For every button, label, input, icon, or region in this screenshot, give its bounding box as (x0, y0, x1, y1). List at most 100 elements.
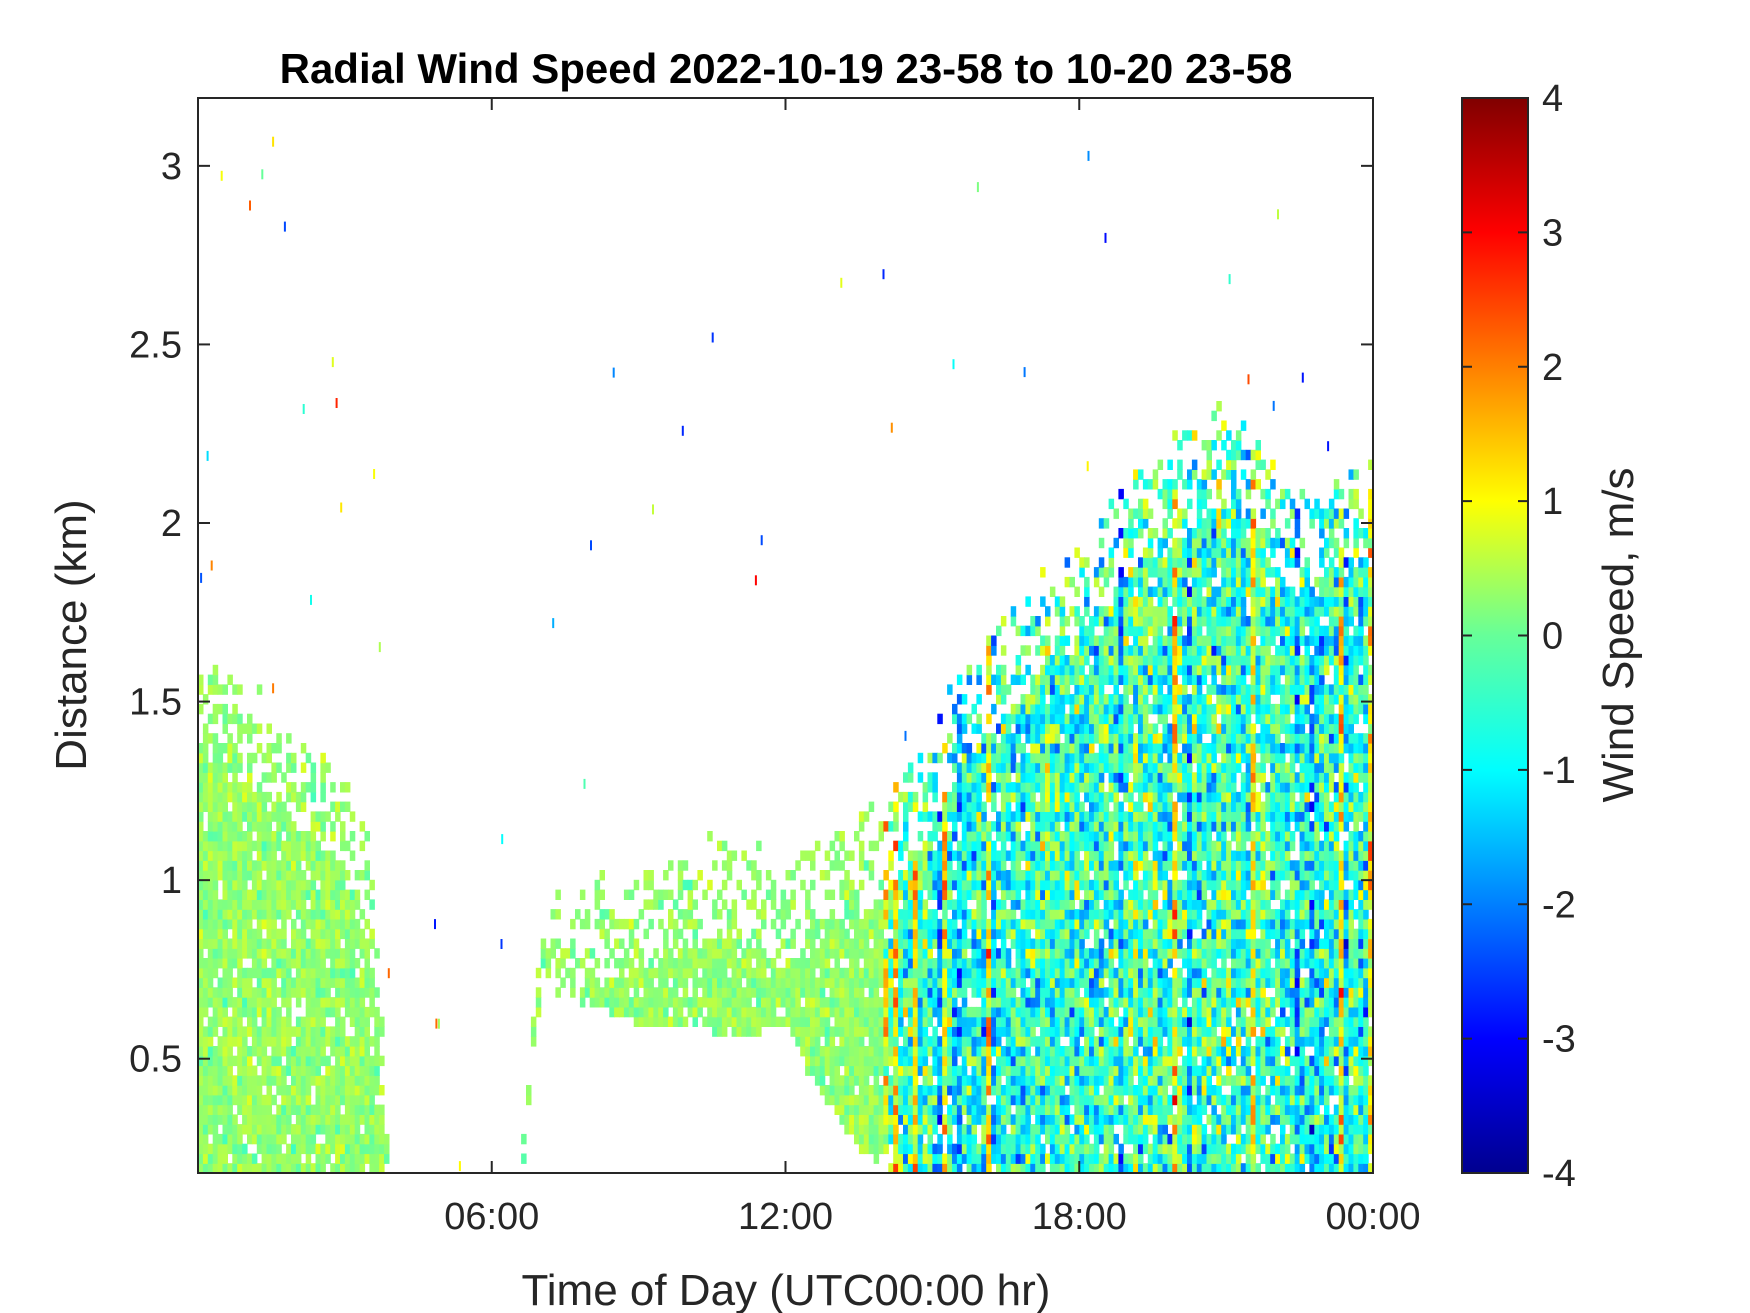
heatmap-cell (237, 860, 243, 871)
heatmap-cell (653, 1016, 659, 1027)
heatmap-cell (295, 948, 302, 959)
heatmap-cell (374, 1006, 380, 1018)
heatmap-cell (1010, 1163, 1017, 1173)
heatmap-cell (849, 1016, 855, 1027)
heatmap-cell (907, 889, 914, 900)
heatmap-cell (834, 987, 840, 998)
heatmap-cell (340, 909, 346, 920)
heatmap-cell (888, 909, 894, 920)
heatmap-cell (1147, 1143, 1154, 1155)
heatmap-cell (981, 1006, 987, 1018)
heatmap-cell (1098, 1133, 1105, 1145)
heatmap-cell (310, 987, 317, 998)
heatmap-cell (971, 723, 977, 734)
heatmap-cell (1020, 1143, 1026, 1155)
heatmap-cell (927, 1133, 933, 1145)
heatmap-cell (207, 713, 214, 725)
heatmap-cell (354, 899, 361, 910)
heatmap-cell (1000, 801, 1007, 812)
heatmap-cell (814, 1006, 821, 1018)
heatmap-cell (256, 1006, 263, 1018)
heatmap-cell (295, 967, 302, 979)
heatmap-cell (1133, 1124, 1139, 1135)
heatmap-cell (1103, 899, 1110, 910)
heatmap-cell (731, 850, 738, 861)
heatmap-cell (202, 899, 209, 910)
heatmap-cell (325, 1006, 331, 1018)
heatmap-cell (986, 791, 992, 803)
heatmap-cell (222, 791, 228, 803)
heatmap-cell (1093, 938, 1100, 949)
heatmap-cell (873, 967, 880, 979)
heatmap-cell (565, 967, 571, 979)
heatmap-cell (1069, 811, 1075, 822)
heatmap-cell (344, 967, 351, 979)
heatmap-cell (227, 987, 233, 998)
heatmap-cell (849, 997, 855, 1008)
heatmap-cell (349, 1006, 356, 1018)
heatmap-cell (1079, 752, 1085, 764)
heatmap-cell (237, 762, 243, 773)
heatmap-cell (692, 1006, 698, 1018)
heatmap-cell (888, 1016, 894, 1027)
heatmap-cell (1118, 928, 1124, 940)
heatmap-cell (256, 967, 263, 979)
heatmap-cell (1049, 1104, 1056, 1115)
heatmap-cell (1074, 967, 1080, 979)
heatmap-cell (237, 1065, 243, 1076)
heatmap-cell (687, 948, 694, 959)
heatmap-cell (1089, 772, 1095, 783)
heatmap-cell (242, 860, 248, 871)
heatmap-cell (717, 987, 723, 998)
heatmap-cell (1059, 762, 1066, 773)
heatmap-cell (1064, 958, 1071, 969)
heatmap-cell (981, 909, 987, 920)
heatmap-cell (1084, 977, 1090, 988)
heatmap-cell (222, 762, 228, 773)
heatmap-cell (839, 997, 845, 1008)
heatmap-cell (251, 1114, 258, 1125)
heatmap-cell (1059, 801, 1066, 812)
heatmap-cell (217, 1104, 224, 1115)
heatmap-cell (1020, 1114, 1026, 1125)
heatmap-cell (805, 1026, 811, 1037)
heatmap-cell (1133, 821, 1139, 832)
heatmap-cell (1138, 752, 1144, 764)
heatmap-cell (609, 997, 615, 1008)
heatmap-cell (359, 1104, 366, 1115)
heatmap-cell (251, 889, 258, 900)
heatmap-cell (212, 791, 219, 803)
heatmap-cell (1133, 625, 1139, 637)
heatmap-cell (1005, 997, 1012, 1008)
heatmap-cell (379, 1104, 385, 1115)
heatmap-cell (682, 860, 689, 871)
heatmap-cell (1064, 840, 1071, 852)
heatmap-cell (1123, 703, 1129, 715)
heatmap-cell (614, 977, 620, 988)
heatmap-cell (271, 801, 277, 812)
heatmap-cell (1118, 811, 1124, 822)
heatmap-cell (1059, 723, 1066, 734)
heatmap-cell (281, 1094, 287, 1106)
heatmap-cell (222, 1016, 228, 1027)
heatmap-cell (379, 1026, 385, 1037)
heatmap-cell (1064, 655, 1071, 666)
heatmap-cell (1152, 1026, 1159, 1037)
heatmap-cell (868, 958, 875, 969)
heatmap-cell (922, 918, 929, 930)
heatmap-cell (731, 997, 738, 1008)
heatmap-cell (1059, 1065, 1066, 1076)
heatmap-cell (281, 1114, 287, 1125)
heatmap-cell (232, 889, 238, 900)
heatmap-cell (315, 870, 321, 881)
heatmap-cell (1128, 1114, 1134, 1125)
heatmap-cell (780, 977, 787, 988)
heatmap-cell (1035, 977, 1041, 988)
heatmap-cell (1128, 987, 1134, 998)
heatmap-cell (300, 967, 307, 979)
heatmap-cell (550, 909, 556, 920)
heatmap-cell (1118, 694, 1124, 705)
heatmap-cell (1010, 1153, 1017, 1164)
heatmap-cell (839, 977, 845, 988)
heatmap-cell (359, 840, 366, 852)
